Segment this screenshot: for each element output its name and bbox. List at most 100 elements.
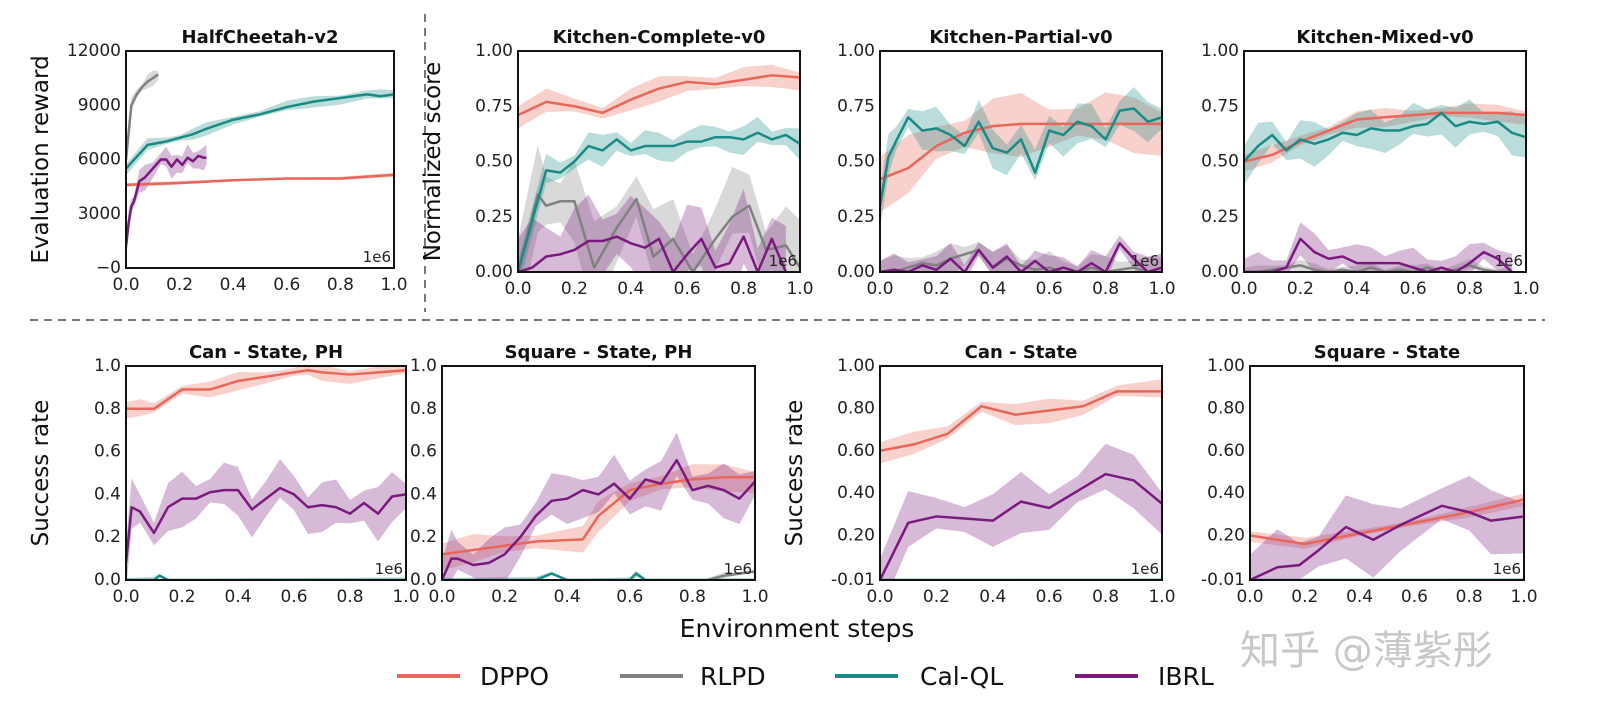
axes-frame — [1243, 50, 1527, 273]
y-tick-label: 0.20 — [1207, 526, 1245, 546]
line-cal-ql — [880, 107, 1162, 206]
y-tick-label: 0.80 — [837, 398, 875, 418]
axes-frame — [125, 365, 407, 581]
watermark: 知乎 @薄紫彤 — [1240, 628, 1493, 674]
y-tick-label: 0.2 — [410, 527, 437, 547]
y-tick-label: 0.60 — [837, 441, 875, 461]
y-tick-label: 0.25 — [837, 207, 875, 227]
axes-frame — [441, 365, 756, 581]
axes-frame — [125, 50, 395, 269]
x-tick-label: 0.4 — [617, 279, 644, 299]
subplot-5: Square - State, PH 0.0 0.2 0.4 0.6 0.8 1.0 0.0 0… — [410, 342, 769, 607]
x-tick-label: 1.0 — [741, 587, 768, 607]
band-rlpd — [126, 70, 159, 168]
y-tick-label: 1.0 — [94, 356, 121, 376]
x-tick-label: 0.0 — [112, 275, 139, 295]
x-tick-label: 0.6 — [674, 279, 701, 299]
y-tick-label: 0.60 — [1207, 441, 1245, 461]
chart-title: Square - State, PH — [505, 342, 693, 363]
x-tick-label: 0.4 — [554, 587, 581, 607]
y-tick-label: 0.6 — [410, 442, 437, 462]
x-scale-label: 1e6 — [375, 560, 403, 578]
x-tick-label: 0.2 — [491, 587, 518, 607]
line-cal-ql — [126, 93, 394, 170]
band-cal-ql — [442, 570, 755, 580]
subplot-1: Kitchen-Complete-v0 0.0 0.2 0.4 0.6 0.8 1.0 0.0… — [420, 27, 814, 299]
x-tick-label: 1.0 — [1510, 587, 1537, 607]
band-dppo — [518, 64, 800, 129]
x-tick-label: 0.8 — [1092, 279, 1119, 299]
band-dppo — [880, 379, 1162, 464]
x-tick-label: 0.2 — [168, 587, 195, 607]
band-dppo — [1250, 493, 1524, 549]
chart-title: Can - State — [965, 342, 1078, 363]
legend-label: RLPD — [700, 662, 766, 691]
x-tick-label: 0.6 — [1400, 279, 1427, 299]
y-tick-label: 12000 — [67, 41, 121, 61]
y-tick-label: 0.25 — [475, 207, 513, 227]
x-tick-label: 0.2 — [166, 275, 193, 295]
x-tick-label: 0.4 — [1343, 279, 1370, 299]
x-tick-label: 0.8 — [1456, 587, 1483, 607]
x-scale-label: 1e6 — [769, 252, 797, 270]
axes-frame — [517, 50, 801, 273]
x-tick-label: 0.8 — [679, 587, 706, 607]
band-ibrl — [880, 443, 1162, 580]
line-cal-ql — [1244, 111, 1526, 163]
line-rlpd — [518, 193, 800, 272]
y-axis-label: Success rate — [28, 400, 54, 547]
y-tick-label: 0.4 — [94, 484, 121, 504]
y-tick-label: 1.00 — [475, 41, 513, 61]
y-tick-label: 0.00 — [1201, 262, 1239, 282]
chart-title: Kitchen-Mixed-v0 — [1296, 27, 1473, 48]
y-tick-label: 0.75 — [1201, 96, 1239, 116]
y-tick-label: 0.8 — [94, 399, 121, 419]
y-tick-label: 0.0 — [94, 570, 121, 590]
x-tick-label: 0.4 — [979, 587, 1006, 607]
line-dppo — [442, 476, 755, 556]
x-tick-label: 1.0 — [1512, 279, 1539, 299]
line-dppo — [126, 369, 406, 411]
subplot-4: Can - State, PH 0.0 0.2 0.4 0.6 0.8 1.0 0.0 0.2 0… — [28, 342, 420, 607]
x-tick-label: 0.8 — [730, 279, 757, 299]
x-tick-label: 0.0 — [866, 587, 893, 607]
subplot-3: Kitchen-Mixed-v0 0.0 0.2 0.4 0.6 0.8 1.0 0.00 0.… — [1201, 27, 1539, 299]
y-tick-label: 9000 — [78, 95, 121, 115]
legend-label: IBRL — [1158, 662, 1214, 691]
subplot-7: Square - State 0.0 0.2 0.4 0.6 0.8 1.0 -0.01 0.2… — [1201, 342, 1538, 607]
band-cal-ql — [126, 89, 394, 176]
x-scale-label: 1e6 — [1493, 560, 1521, 578]
x-tick-label: 1.0 — [380, 275, 407, 295]
y-tick-label: 0.2 — [94, 527, 121, 547]
x-tick-label: 0.0 — [866, 279, 893, 299]
line-cal-ql — [518, 131, 800, 272]
subplot-0: HalfCheetah-v2 0.0 0.2 0.4 0.6 0.8 1.0 −0 3000 60… — [28, 27, 408, 295]
y-tick-label: 0.0 — [410, 570, 437, 590]
y-tick-label: 0.40 — [1207, 483, 1245, 503]
line-ibrl — [126, 154, 207, 247]
x-tick-label: 0.2 — [923, 587, 950, 607]
x-tick-label: 0.8 — [1092, 587, 1119, 607]
y-tick-label: 0.20 — [837, 526, 875, 546]
x-tick-label: 1.0 — [786, 279, 813, 299]
x-tick-label: 0.2 — [1287, 279, 1314, 299]
y-tick-label: 1.00 — [1201, 41, 1239, 61]
band-ibrl — [126, 459, 406, 580]
x-tick-label: 0.2 — [561, 279, 588, 299]
x-tick-label: 0.0 — [428, 587, 455, 607]
y-tick-label: 3000 — [78, 204, 121, 224]
x-tick-label: 1.0 — [1148, 279, 1175, 299]
y-tick-label: 1.00 — [837, 356, 875, 376]
x-tick-label: 0.6 — [1036, 587, 1063, 607]
x-tick-label: 0.6 — [1036, 279, 1063, 299]
line-ibrl — [1244, 237, 1513, 272]
x-tick-label: 0.8 — [336, 587, 363, 607]
x-tick-label: 0.4 — [224, 587, 251, 607]
axes-frame — [879, 50, 1163, 273]
band-ibrl — [518, 188, 786, 272]
shared-x-axis-label: Environment steps — [680, 614, 915, 643]
line-ibrl — [880, 472, 1162, 580]
band-ibrl — [126, 144, 207, 260]
band-cal-ql — [880, 87, 1162, 229]
